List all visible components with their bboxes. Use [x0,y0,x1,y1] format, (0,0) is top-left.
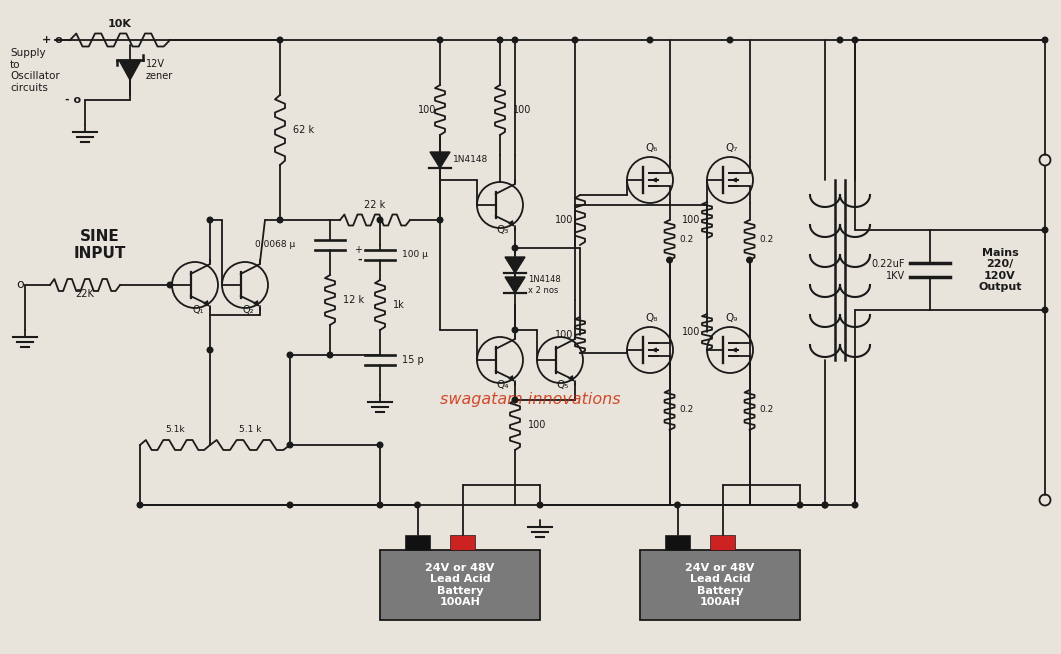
Text: Q₂: Q₂ [242,305,254,315]
Text: Q₆: Q₆ [646,143,658,153]
Circle shape [277,37,283,43]
Circle shape [437,37,442,43]
FancyBboxPatch shape [380,550,540,620]
Circle shape [852,502,857,508]
Text: 62 k: 62 k [293,125,314,135]
Text: 12V
zener: 12V zener [146,60,173,81]
Text: 0.2: 0.2 [679,235,694,245]
Circle shape [512,245,518,250]
Text: Q₈: Q₈ [646,313,658,323]
Text: o: o [16,279,23,292]
Text: Q₇: Q₇ [726,143,738,153]
Text: 22 k: 22 k [364,200,385,210]
Text: - o: - o [65,95,81,105]
Text: 100: 100 [514,105,532,115]
Circle shape [378,502,383,508]
Text: Q₄: Q₄ [497,380,509,390]
Text: Mains
220/
120V
Output: Mains 220/ 120V Output [978,248,1022,292]
Text: SINE
INPUT: SINE INPUT [74,229,126,261]
Text: 100: 100 [555,330,573,340]
Circle shape [822,502,828,508]
Circle shape [415,502,420,508]
Circle shape [378,442,383,448]
Text: + o: + o [42,35,63,45]
Text: Q₃: Q₃ [497,225,509,235]
Text: Supply
to
Oscillator
circuits: Supply to Oscillator circuits [10,48,59,93]
Text: 0.2: 0.2 [760,235,773,245]
Polygon shape [430,152,450,168]
Text: 100 μ: 100 μ [402,250,428,260]
Circle shape [822,502,828,508]
Text: 22K: 22K [75,289,94,299]
Circle shape [288,442,293,448]
Circle shape [512,37,518,43]
Circle shape [666,257,673,263]
Circle shape [747,257,752,263]
Circle shape [378,217,383,223]
Text: 0.2: 0.2 [760,405,773,415]
Text: 100: 100 [528,420,546,430]
Circle shape [437,217,442,223]
Text: -: - [358,255,362,265]
Text: 24V or 48V
Lead Acid
Battery
100AH: 24V or 48V Lead Acid Battery 100AH [425,562,494,608]
Text: 100: 100 [682,327,700,337]
Circle shape [537,502,543,508]
Circle shape [837,37,842,43]
Text: 5.1 k: 5.1 k [239,425,261,434]
Circle shape [207,347,213,353]
Text: 24V or 48V
Lead Acid
Battery
100AH: 24V or 48V Lead Acid Battery 100AH [685,562,754,608]
Text: 5.1k: 5.1k [166,425,185,434]
Text: 100: 100 [682,215,700,225]
Text: 10K: 10K [108,19,132,29]
Circle shape [168,282,173,288]
Text: +: + [354,245,362,255]
Polygon shape [505,277,525,293]
Circle shape [512,397,518,403]
Circle shape [647,37,653,43]
Circle shape [137,502,143,508]
Circle shape [277,217,283,223]
Circle shape [288,502,293,508]
FancyBboxPatch shape [640,550,800,620]
FancyBboxPatch shape [450,535,475,550]
Circle shape [572,37,578,43]
Circle shape [1042,227,1048,233]
Text: 100: 100 [418,105,436,115]
Circle shape [797,502,803,508]
Text: 0.2: 0.2 [679,405,694,415]
Circle shape [207,217,213,223]
Circle shape [327,353,333,358]
Circle shape [675,502,680,508]
Text: 1N4148: 1N4148 [453,156,488,165]
FancyBboxPatch shape [405,535,430,550]
Text: Q₅: Q₅ [557,380,569,390]
Text: swagatam innovations: swagatam innovations [439,392,621,407]
Text: Q₁: Q₁ [192,305,204,315]
Circle shape [512,327,518,333]
Text: 12 k: 12 k [343,295,364,305]
Text: 100: 100 [555,215,573,225]
Circle shape [1042,307,1048,313]
Circle shape [288,353,293,358]
Polygon shape [505,257,525,273]
FancyBboxPatch shape [710,535,735,550]
Polygon shape [119,60,141,80]
Circle shape [727,37,733,43]
Circle shape [1042,37,1048,43]
Text: 1N4148
x 2 nos: 1N4148 x 2 nos [528,275,561,295]
Text: 1k: 1k [393,300,404,310]
Circle shape [498,37,503,43]
Text: 15 p: 15 p [402,355,423,365]
Text: 0.0068 μ: 0.0068 μ [255,241,295,249]
FancyBboxPatch shape [665,535,690,550]
Circle shape [852,37,857,43]
Text: Q₉: Q₉ [726,313,738,323]
Text: 0.22uF
1KV: 0.22uF 1KV [871,259,905,281]
